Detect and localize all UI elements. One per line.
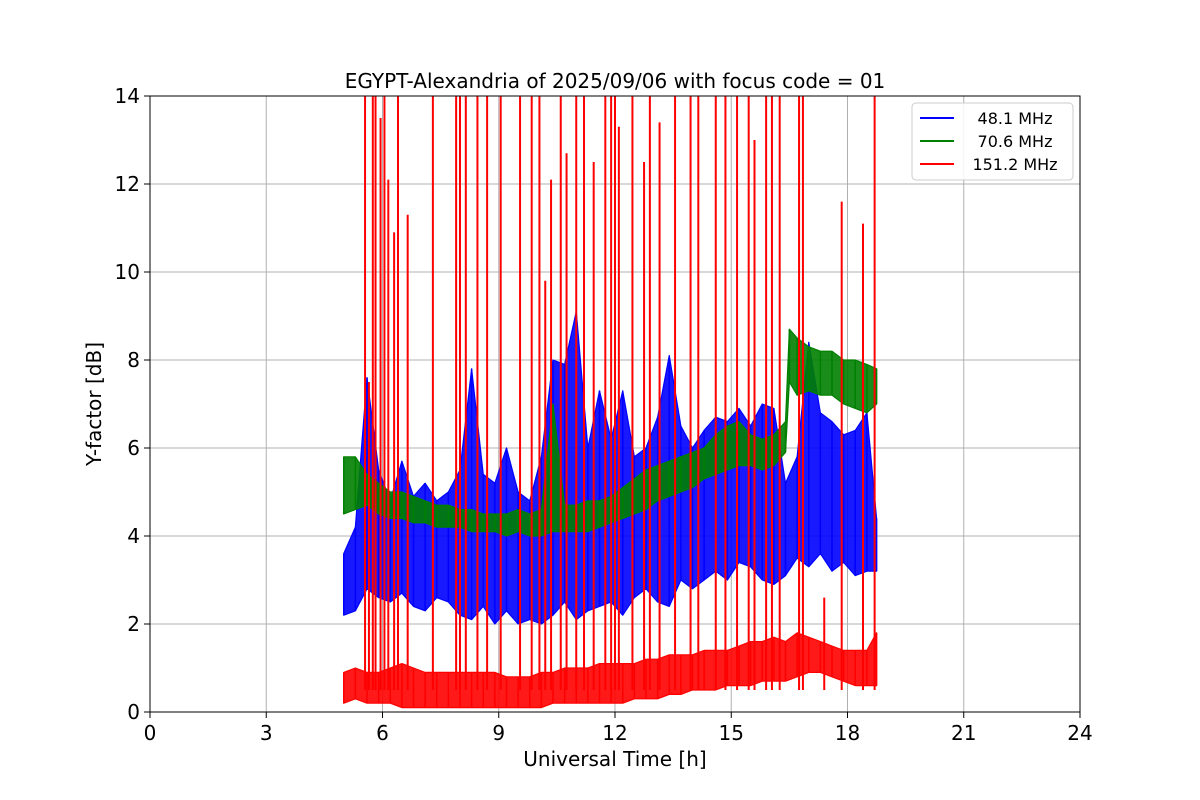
y-tick-label: 14 (115, 84, 140, 108)
y-tick-label: 6 (127, 436, 140, 460)
legend-item: 70.6 MHz (920, 132, 1052, 151)
x-axis-label: Universal Time [h] (523, 747, 706, 771)
y-tick-label: 4 (127, 524, 140, 548)
legend-label: 151.2 MHz (972, 155, 1057, 174)
x-tick-label: 9 (492, 721, 505, 745)
x-tick-label: 15 (719, 721, 744, 745)
series-151-2-mhz (343, 96, 878, 709)
legend-box (911, 102, 1074, 181)
chart-title: EGYPT-Alexandria of 2025/09/06 with focu… (345, 69, 886, 93)
y-tick-label: 10 (115, 260, 140, 284)
y-tick-label: 0 (127, 700, 140, 724)
x-tick-label: 18 (835, 721, 860, 745)
y-axis-label: Y-factor [dB] (82, 342, 106, 467)
x-tick-label: 0 (144, 721, 157, 745)
x-tick-label: 24 (1067, 721, 1092, 745)
legend: 48.1 MHz 70.6 MHz 151.2 MHz (911, 102, 1074, 181)
y-tick-label: 12 (115, 172, 140, 196)
x-tick-label: 3 (260, 721, 273, 745)
legend-label: 70.6 MHz (978, 132, 1053, 151)
y-tick-label: 8 (127, 348, 140, 372)
legend-label: 48.1 MHz (978, 109, 1053, 128)
legend-item: 151.2 MHz (920, 155, 1058, 174)
x-tick-label: 21 (951, 721, 976, 745)
y-tick-label: 2 (127, 612, 140, 636)
x-tick-label: 12 (602, 721, 627, 745)
legend-item: 48.1 MHz (920, 109, 1052, 128)
plot-series (343, 96, 878, 709)
x-tick-label: 6 (376, 721, 389, 745)
